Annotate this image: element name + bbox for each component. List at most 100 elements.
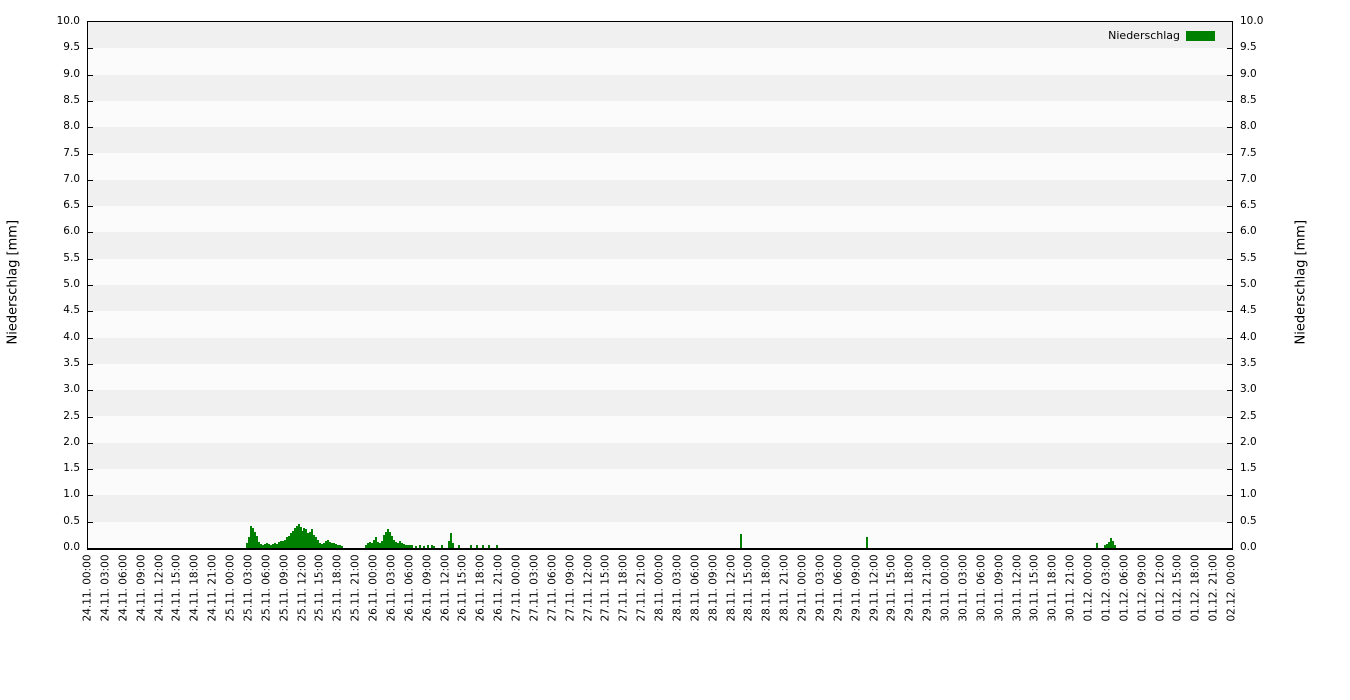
y-tick-label-right: 1.0 — [1240, 488, 1257, 501]
x-tick-label: 28.11. 09:00 — [707, 554, 720, 622]
y-tick-label-left: 4.5 — [63, 304, 80, 317]
bar — [259, 544, 262, 548]
y-tick-right — [1227, 495, 1232, 497]
y-tick-label-left: 2.0 — [63, 435, 80, 448]
legend: Niederschlag — [1108, 29, 1215, 43]
bar — [373, 540, 375, 548]
bar — [1111, 541, 1114, 548]
y-tick-label-right: 6.0 — [1240, 225, 1257, 238]
y-tick-left — [88, 100, 93, 102]
bar — [865, 537, 868, 548]
x-tick-label: 24.11. 03:00 — [99, 554, 112, 622]
bar — [496, 545, 499, 548]
bar — [281, 541, 284, 548]
y-tick-label-left: 10.0 — [56, 15, 80, 27]
x-tick-label: 28.11. 21:00 — [778, 554, 791, 622]
x-tick-label: 26.11. 03:00 — [385, 554, 398, 622]
y-tick-right — [1227, 127, 1232, 129]
y-tick-label-right: 8.5 — [1240, 93, 1257, 106]
bar — [315, 537, 318, 548]
background-stripe — [88, 285, 1232, 312]
x-tick-label: 26.11. 18:00 — [474, 554, 487, 622]
y-tick-label-right: 9.5 — [1240, 41, 1257, 54]
x-tick-label: 26.11. 15:00 — [456, 554, 469, 622]
bar — [291, 531, 294, 548]
background-stripe — [88, 337, 1232, 364]
x-tick-label: 29.11. 06:00 — [832, 554, 845, 622]
bar — [335, 544, 338, 548]
bar — [251, 528, 254, 548]
y-tick-left — [88, 495, 93, 497]
bar — [273, 543, 276, 548]
y-tick-label-left: 0.0 — [63, 541, 80, 553]
y-tick-label-right: 0.0 — [1240, 541, 1257, 553]
bar — [450, 533, 453, 548]
bar — [287, 536, 290, 548]
bar — [430, 545, 433, 548]
bar — [253, 532, 256, 548]
background-stripe — [88, 179, 1232, 207]
y-tick-label-right: 6.5 — [1240, 199, 1257, 212]
bar — [740, 534, 743, 548]
y-tick-left — [88, 311, 93, 313]
plot-area: Niederschlag — [87, 21, 1233, 550]
x-tick-label: 02.12. 00:00 — [1225, 554, 1238, 622]
bar — [432, 546, 435, 548]
y-tick-right — [1227, 363, 1232, 365]
bar — [376, 542, 379, 548]
x-tick-label: 25.11. 00:00 — [224, 554, 237, 622]
y-tick-left — [88, 153, 93, 155]
background-stripe — [88, 442, 1232, 470]
bar — [261, 545, 264, 548]
x-tick-label: 01.12. 09:00 — [1136, 554, 1149, 622]
y-axis-title-left: Niederschlag [mm] — [5, 219, 21, 345]
y-tick-right — [1227, 337, 1232, 339]
bar — [265, 543, 268, 548]
x-tick-label: 28.11. 15:00 — [742, 554, 755, 622]
x-tick-label: 28.11. 06:00 — [689, 554, 702, 622]
bar — [392, 540, 395, 548]
y-tick-label-right: 3.0 — [1240, 383, 1257, 396]
x-tick-label: 28.11. 18:00 — [760, 554, 773, 622]
y-tick-label-left: 3.0 — [63, 383, 80, 396]
y-tick-label-left: 1.0 — [63, 488, 80, 501]
x-tick-label: 28.11. 12:00 — [725, 554, 737, 622]
bar — [378, 543, 381, 548]
bar — [470, 545, 473, 548]
background-stripe — [88, 416, 1232, 443]
bar — [325, 541, 328, 548]
y-tick-label-right: 5.0 — [1240, 278, 1257, 290]
y-tick-left — [88, 442, 93, 444]
y-tick-right — [1227, 390, 1232, 392]
bar — [371, 543, 373, 548]
bar — [369, 542, 372, 548]
bar — [386, 529, 389, 548]
x-tick-label: 01.12. 15:00 — [1171, 554, 1184, 622]
x-tick-label: 25.11. 21:00 — [349, 554, 362, 622]
x-tick-label: 27.11. 00:00 — [510, 554, 523, 622]
bar — [1107, 542, 1110, 548]
y-tick-left — [88, 469, 93, 471]
x-tick-label: 01.12. 12:00 — [1154, 554, 1166, 622]
x-tick-label: 29.11. 15:00 — [885, 554, 898, 622]
bar — [283, 540, 286, 548]
bar — [398, 541, 401, 548]
bar — [267, 544, 270, 548]
background-stripe — [88, 469, 1232, 496]
x-tick-label: 27.11. 09:00 — [564, 554, 577, 622]
y-tick-label-left: 5.0 — [63, 278, 80, 290]
x-tick-label: 01.12. 00:00 — [1082, 554, 1095, 622]
bar — [458, 545, 461, 548]
bar — [329, 542, 332, 548]
y-tick-label-left: 6.5 — [63, 199, 80, 212]
x-tick-label: 29.11. 21:00 — [921, 554, 934, 622]
x-tick-label: 28.11. 00:00 — [653, 554, 666, 622]
y-tick-label-right: 10.0 — [1240, 15, 1264, 27]
background-stripe — [88, 232, 1232, 259]
x-tick-label: 25.11. 15:00 — [313, 554, 326, 622]
x-tick-label: 30.11. 00:00 — [939, 554, 952, 622]
background-stripe — [88, 153, 1232, 180]
x-tick-label: 27.11. 18:00 — [617, 554, 630, 622]
bar — [476, 545, 479, 548]
